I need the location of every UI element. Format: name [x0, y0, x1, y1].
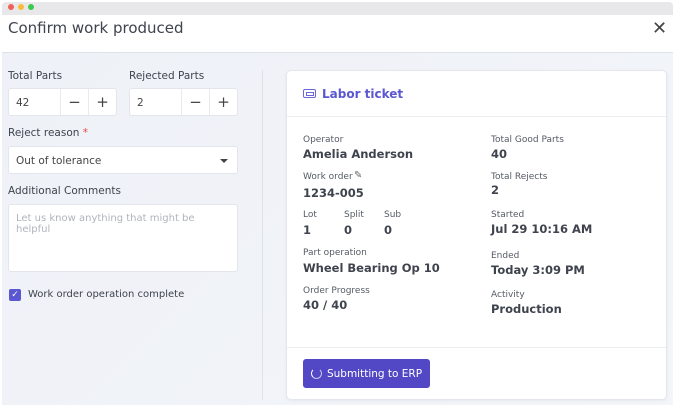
labor-ticket-title: Labor ticket [322, 87, 404, 101]
total-parts-label: Total Parts [8, 70, 63, 82]
total-parts-stepper: 42 − + [8, 88, 117, 116]
chevron-down-icon [220, 159, 228, 163]
operation-complete-label: Work order operation complete [28, 289, 185, 300]
started-label: Started [491, 210, 525, 220]
activity-label: Activity [491, 290, 525, 300]
total-parts-decrement-button[interactable]: − [60, 89, 88, 115]
total-rejects-label: Total Rejects [491, 172, 548, 182]
column-divider [262, 70, 263, 400]
reject-reason-select[interactable]: Out of tolerance [8, 146, 238, 174]
reject-reason-label: Reject reason * [8, 127, 88, 139]
rejected-parts-stepper: 2 − + [129, 88, 238, 116]
submit-to-erp-button[interactable]: Submitting to ERP [303, 359, 430, 388]
dialog-title: Confirm work produced [8, 19, 184, 37]
split-value: 0 [344, 223, 353, 237]
card-header-divider [287, 116, 666, 117]
labor-ticket-card [286, 70, 667, 400]
submit-label: Submitting to ERP [326, 367, 423, 380]
card-footer-divider [287, 347, 666, 348]
sub-value: 0 [384, 223, 393, 237]
operator-label: Operator [303, 135, 344, 145]
total-parts-increment-button[interactable]: + [88, 89, 116, 115]
order-progress-value: 40 / 40 [303, 298, 348, 312]
close-icon[interactable]: ✕ [652, 18, 668, 39]
split-label: Split [344, 210, 364, 220]
reject-reason-label-text: Reject reason [8, 127, 80, 139]
work-order-value: 1234-005 [303, 186, 364, 200]
lot-value: 1 [303, 223, 312, 237]
order-progress-label: Order Progress [303, 286, 370, 296]
comments-textarea[interactable]: Let us know anything that might be helpf… [8, 204, 238, 272]
window-chrome [2, 2, 673, 15]
reject-reason-value: Out of tolerance [16, 155, 102, 167]
part-operation-value: Wheel Bearing Op 10 [303, 261, 440, 275]
operation-complete-checkbox[interactable]: ✓ [9, 289, 21, 301]
ended-value: Today 3:09 PM [491, 263, 585, 277]
total-good-label: Total Good Parts [491, 135, 564, 145]
ticket-icon [303, 89, 316, 98]
comments-label: Additional Comments [8, 185, 121, 197]
required-marker: * [82, 127, 89, 139]
rejected-parts-input[interactable]: 2 [137, 97, 144, 109]
activity-value: Production [491, 302, 562, 316]
rejected-parts-label: Rejected Parts [129, 70, 205, 82]
lot-label: Lot [303, 210, 317, 220]
maximize-window-dot[interactable] [28, 4, 34, 10]
close-window-dot[interactable] [8, 4, 14, 10]
rejected-parts-decrement-button[interactable]: − [181, 89, 209, 115]
minimize-window-dot[interactable] [18, 4, 24, 10]
operator-value: Amelia Anderson [303, 147, 414, 161]
total-good-value: 40 [491, 147, 508, 161]
total-parts-input[interactable]: 42 [16, 97, 30, 109]
dialog-header [2, 15, 673, 53]
edit-icon[interactable]: ✎ [354, 170, 363, 181]
sub-label: Sub [384, 210, 402, 220]
ended-label: Ended [491, 251, 520, 261]
total-rejects-value: 2 [491, 183, 500, 197]
started-value: Jul 29 10:16 AM [491, 222, 593, 236]
work-order-label: Work order [303, 172, 353, 182]
rejected-parts-increment-button[interactable]: + [209, 89, 237, 115]
spinner-icon [310, 368, 322, 379]
part-operation-label: Part operation [303, 248, 367, 258]
